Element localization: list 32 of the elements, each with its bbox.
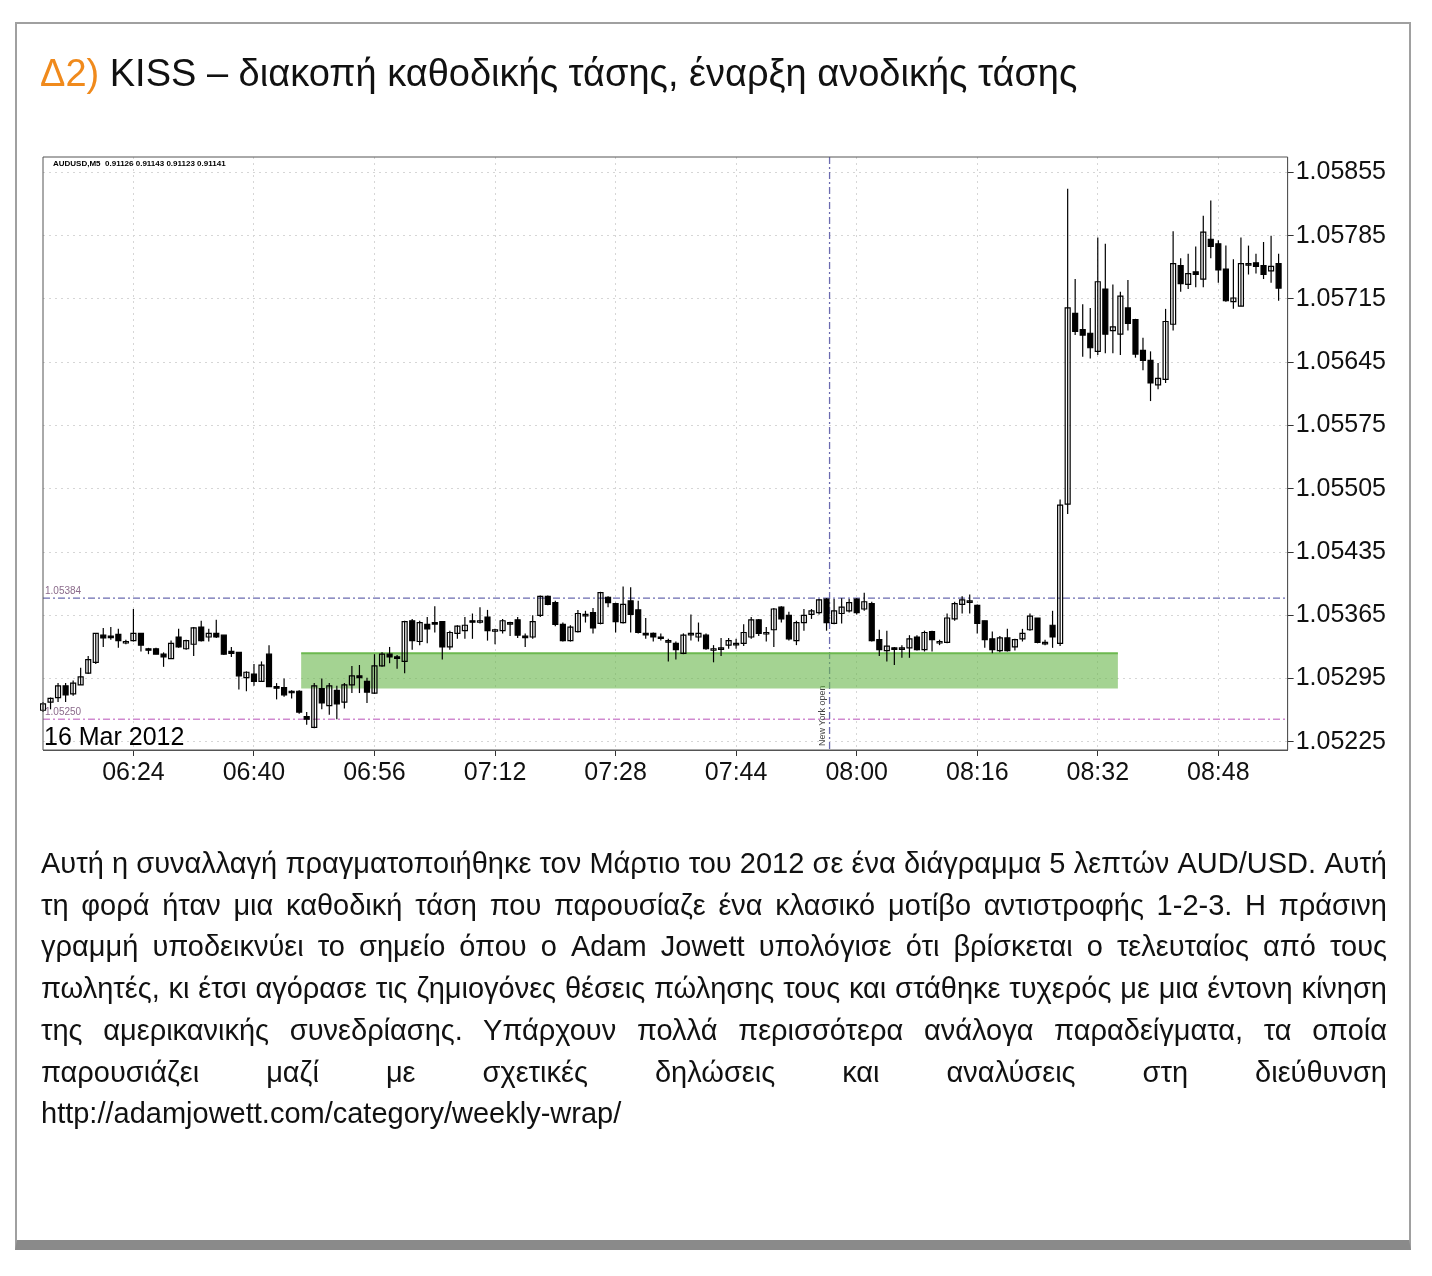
x-tick-label: 07:28: [584, 756, 647, 785]
candlestick: [85, 655, 92, 675]
x-tick-label: 08:32: [1066, 756, 1130, 785]
x-tick-label: 07:12: [463, 756, 527, 785]
ref-line-label: 1.05250: [45, 706, 82, 718]
chart-title: Δ2) KISS – διακοπή καθοδικής τάσης, έναρξη ανοδικής τάσης: [40, 52, 1078, 95]
y-tick-label: 1.05365: [1295, 599, 1387, 628]
x-tick-label: 06:24: [102, 756, 165, 785]
x-tick-label: 08:16: [945, 756, 1009, 785]
x-tick-label: 06:56: [343, 756, 406, 785]
y-tick-label: 1.05645: [1295, 346, 1387, 375]
ref-line-label: New York open: [816, 685, 827, 746]
annotation: AUDUSD,M5 0.91126 0.91143 0.91123 0.91141: [53, 159, 227, 169]
candlestick: [537, 594, 544, 618]
y-tick-label: 1.05855: [1295, 156, 1387, 185]
y-tick-label: 1.05715: [1295, 282, 1387, 311]
y-tick-label: 1.05225: [1295, 725, 1387, 754]
x-tick-label: 08:48: [1187, 756, 1250, 785]
y-tick-label: 1.05575: [1295, 409, 1387, 438]
y-tick-label: 1.05435: [1295, 535, 1387, 564]
ref-line-label: 1.05384: [45, 584, 82, 596]
y-tick-label: 1.05505: [1295, 472, 1387, 501]
x-tick-label: 07:44: [704, 756, 768, 785]
text: Αυτή η συναλλαγή πραγματοποιήθηκε τον Μάρτιο του 2012 σε ένα διάγραμμα 5 λεπτών AUD/USD. Αυτή τη φορά ήταν μια καθοδική τάση που παρουσίαζε ένα κλασικό μοτίβο αντιστροφής 1-2-3. Η πράσινη γραμμή υποδεικνύει το σημείο όπου ο Adam Jowett υπολόγισε ότι βρίσκεται ο τελευταίος από τους πωλητές, κι έτσι αγόρασε τις ζημιογόνες θέσεις πώλησης τους και στάθηκε τυχερός με μια έντονη κίνηση της αμερικανικής συνεδρίασης. Υπάρχουν πολλά περισσότερα ανάλογα παραδείγματα, τα οποία παρουσιάζει μαζί με σχετικές δηλώσεις και αναλύσεις στη διεύθυνση http://adamjowett.com/category/weekly-wrap/: [41, 846, 1387, 1132]
y-tick-label: 1.05785: [1295, 219, 1387, 248]
annotation: 16 Mar 2012: [44, 722, 185, 751]
x-tick-label: 08:00: [825, 756, 888, 785]
y-tick-label: 1.05295: [1295, 662, 1387, 691]
candlestick: [1011, 638, 1018, 652]
x-tick-label: 06:40: [222, 756, 286, 785]
candlestick: [665, 638, 672, 663]
candlestick: [529, 614, 536, 640]
